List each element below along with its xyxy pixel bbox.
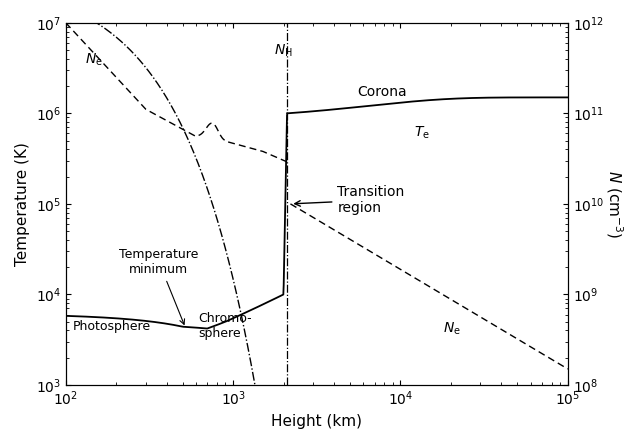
Text: Transition
region: Transition region bbox=[295, 185, 404, 215]
Text: $N_{\rm e}$: $N_{\rm e}$ bbox=[443, 321, 461, 337]
Text: $N_{\rm H}$: $N_{\rm H}$ bbox=[274, 42, 292, 59]
X-axis label: Height (km): Height (km) bbox=[271, 414, 362, 429]
Text: $T_{\rm e}$: $T_{\rm e}$ bbox=[413, 125, 429, 141]
Text: Photosphere: Photosphere bbox=[73, 321, 151, 333]
Text: Chromo-
sphere: Chromo- sphere bbox=[198, 312, 252, 340]
Text: Temperature
minimum: Temperature minimum bbox=[119, 248, 198, 325]
Text: $N_{\rm e}$: $N_{\rm e}$ bbox=[85, 52, 103, 68]
Text: Corona: Corona bbox=[357, 85, 406, 99]
Y-axis label: $N$ (cm$^{-3}$): $N$ (cm$^{-3}$) bbox=[604, 170, 625, 238]
Y-axis label: Temperature (K): Temperature (K) bbox=[15, 142, 30, 266]
